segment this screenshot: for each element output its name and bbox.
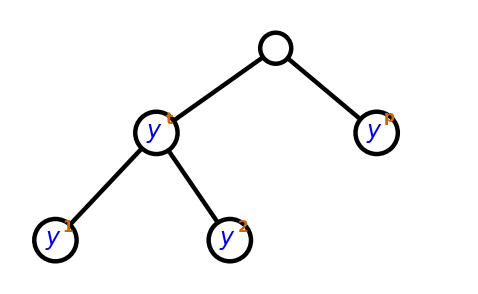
Ellipse shape <box>260 33 291 64</box>
Text: $\mathbf{2}$: $\mathbf{2}$ <box>237 219 249 235</box>
Ellipse shape <box>356 112 398 154</box>
Ellipse shape <box>209 219 251 261</box>
Text: $\mathbf{\mathit{y}}$: $\mathbf{\mathit{y}}$ <box>146 121 163 145</box>
Text: $\mathbf{1}$: $\mathbf{1}$ <box>63 219 74 235</box>
Text: $\mathbf{\mathit{y}}$: $\mathbf{\mathit{y}}$ <box>45 228 62 252</box>
Text: $\mathbf{p}$: $\mathbf{p}$ <box>383 111 396 127</box>
Text: $\mathbf{\mathit{y}}$: $\mathbf{\mathit{y}}$ <box>219 228 236 252</box>
Ellipse shape <box>34 219 76 261</box>
Ellipse shape <box>135 112 177 154</box>
Text: $\mathbf{\mathit{y}}$: $\mathbf{\mathit{y}}$ <box>366 121 383 145</box>
Text: $\mathbf{t}$: $\mathbf{t}$ <box>165 111 174 127</box>
